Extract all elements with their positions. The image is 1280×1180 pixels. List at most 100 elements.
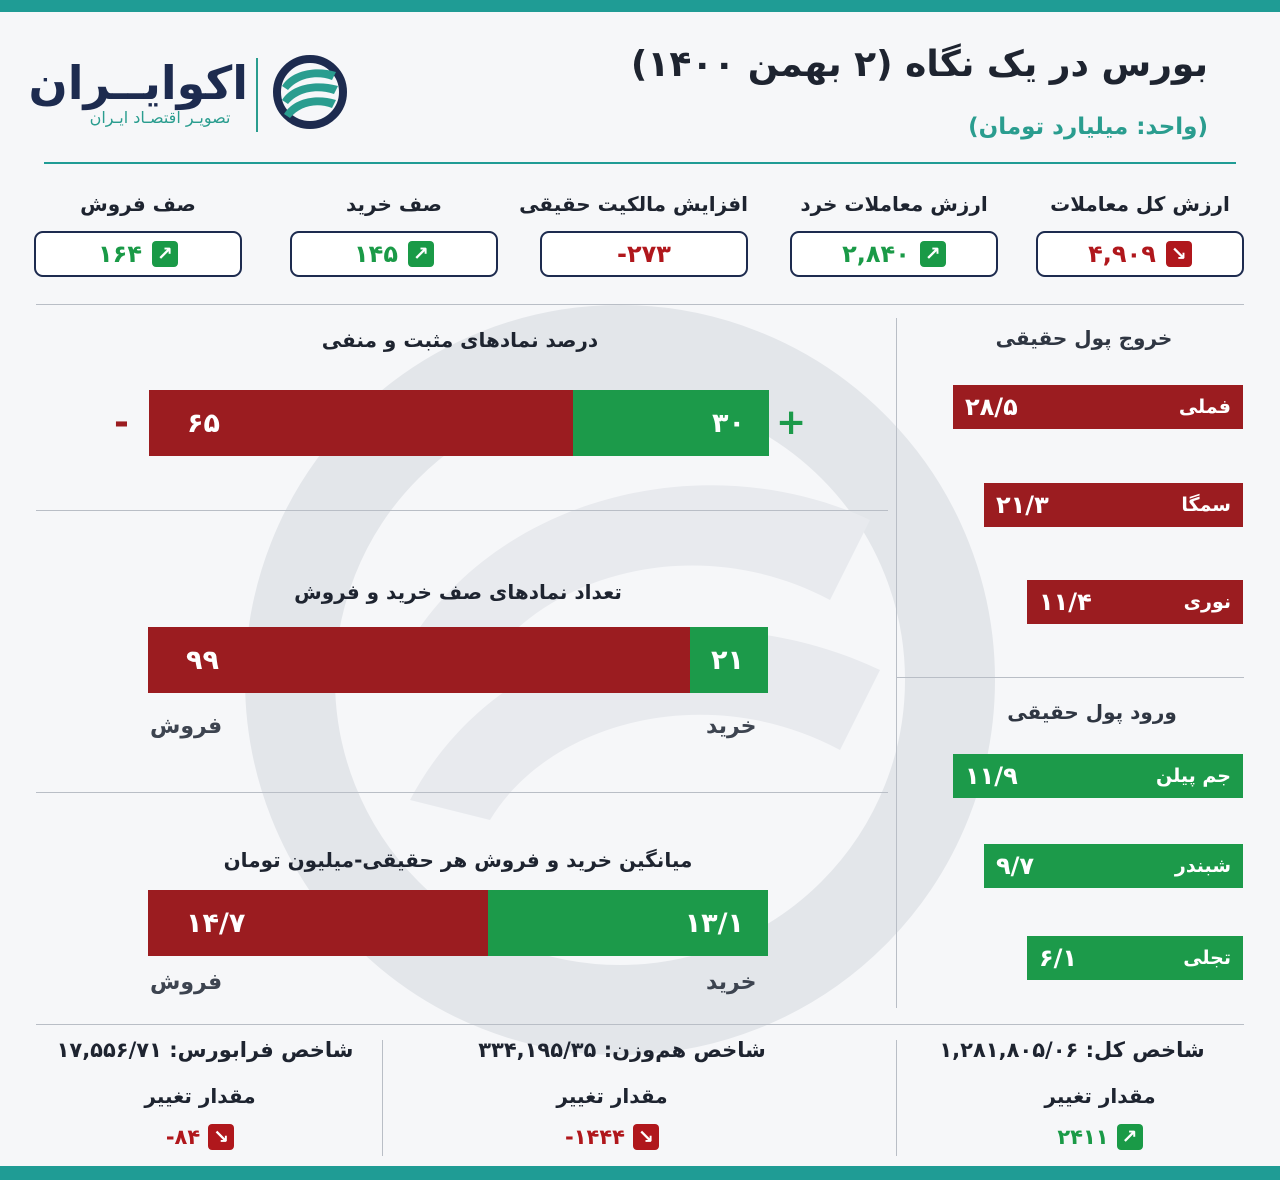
arrow-up-right-icon: ↗ <box>919 241 946 267</box>
kpi-box-retail-value: ۲,۸۴۰ ↗ <box>790 231 998 277</box>
outflow-symbol: نوری <box>1183 591 1231 613</box>
arrow-down-right-icon: ↘ <box>633 1124 659 1150</box>
brand-tagline: تصویـر اقتصـاد ایـران <box>89 108 231 127</box>
sell-value: ۹۹ <box>186 644 219 676</box>
index-change-label: مقدار تغییر <box>1044 1084 1156 1108</box>
index-label: شاخص کل: <box>1085 1038 1205 1062</box>
index-change-value: -۱۴۴۴ <box>565 1125 625 1149</box>
plus-sign: + <box>776 402 807 443</box>
index-value: ۳۳۴,۱۹۵/۳۵ <box>478 1038 597 1062</box>
index-label: شاخص فرابورس: <box>169 1038 354 1062</box>
outflow-value: ۲۱/۳ <box>996 491 1049 519</box>
kpi-label-retail-value: ارزش معاملات خرد <box>800 192 988 216</box>
inflow-item: ۶/۱ تجلی <box>1027 936 1243 980</box>
avg-trade-title: میانگین خرید و فروش هر حقیقی-میلیون توما… <box>223 848 693 872</box>
unit-note: (واحد: میلیارد تومان) <box>968 114 1208 140</box>
outflow-item: ۲۸/۵ فملی <box>953 385 1243 429</box>
section-divider <box>36 792 888 793</box>
sell-label: فروش <box>150 714 223 739</box>
logo-divider <box>256 58 258 132</box>
buy-label: خرید <box>706 714 757 739</box>
queue-count-bar: ۹۹ ۲۱ <box>148 627 768 693</box>
inflow-symbol: شبندر <box>1174 855 1231 877</box>
sell-segment: ۹۹ <box>148 627 690 693</box>
avg-trade-bar: ۱۴/۷ ۱۳/۱ <box>148 890 768 956</box>
buy-segment: ۱۳/۱ <box>488 890 768 956</box>
section-divider <box>36 510 888 511</box>
kpi-value: -۲۷۳ <box>617 240 671 268</box>
inflow-value: ۶/۱ <box>1039 944 1078 972</box>
index-change: -۸۴ ↘ <box>40 1124 360 1150</box>
column-divider <box>896 318 897 1008</box>
index-change: ۲۴۱۱ ↗ <box>904 1124 1280 1150</box>
inflow-symbol: جم پیلن <box>1156 765 1231 787</box>
column-divider <box>896 1040 897 1156</box>
kpi-value: ۴,۹۰۹ <box>1088 240 1156 268</box>
symbols-pct-bar: ۶۵ ۳۰ <box>149 390 769 456</box>
buy-label: خرید <box>706 970 757 995</box>
outflow-title: خروج پول حقیقی <box>995 326 1173 350</box>
inflow-title: ورود پول حقیقی <box>1007 700 1177 724</box>
buy-value: ۲۱ <box>711 644 744 676</box>
ecoiran-logo-icon <box>273 55 347 129</box>
symbols-pct-title: درصد نمادهای مثبت و منفی <box>321 328 599 352</box>
outflow-symbol: سمگا <box>1181 494 1231 516</box>
header-divider <box>44 162 1236 164</box>
buy-value: ۱۳/۱ <box>684 907 744 939</box>
index-otc: شاخص فرابورس: ۱۷,۵۵۶/۷۱ <box>40 1038 370 1062</box>
sell-value: ۱۴/۷ <box>186 907 246 939</box>
bottom-accent-bar <box>0 1166 1280 1180</box>
inflow-symbol: تجلی <box>1183 947 1231 969</box>
index-change-value: -۸۴ <box>165 1125 201 1149</box>
negative-value: ۶۵ <box>187 407 220 439</box>
outflow-value: ۱۱/۴ <box>1039 588 1092 616</box>
negative-segment: ۶۵ <box>149 390 573 456</box>
kpi-box-sell-queue: ۱۶۴ ↗ <box>34 231 242 277</box>
minus-sign: - <box>114 402 129 443</box>
section-divider <box>36 304 1244 305</box>
outflow-value: ۲۸/۵ <box>965 393 1018 421</box>
index-change: -۱۴۴۴ ↘ <box>430 1124 794 1150</box>
kpi-label-buy-queue: صف خرید <box>345 192 443 216</box>
inflow-item: ۱۱/۹ جم پیلن <box>953 754 1243 798</box>
kpi-value: ۱۴۵ <box>354 240 398 268</box>
index-change-label: مقدار تغییر <box>144 1084 256 1108</box>
index-value: ۱,۲۸۱,۸۰۵/۰۶ <box>939 1038 1079 1062</box>
inflow-value: ۹/۷ <box>996 852 1035 880</box>
queue-count-title: تعداد نمادهای صف خرید و فروش <box>294 580 622 604</box>
section-divider <box>896 677 1244 678</box>
outflow-item: ۲۱/۳ سمگا <box>984 483 1243 527</box>
page-title: بورس در یک نگاه (۲ بهمن ۱۴۰۰) <box>630 44 1208 85</box>
inflow-value: ۱۱/۹ <box>965 762 1018 790</box>
section-divider <box>36 1024 1244 1025</box>
outflow-symbol: فملی <box>1178 396 1231 418</box>
arrow-down-right-icon: ↘ <box>208 1124 235 1150</box>
arrow-up-right-icon: ↗ <box>151 241 178 267</box>
sell-segment: ۱۴/۷ <box>148 890 488 956</box>
index-value: ۱۷,۵۵۶/۷۱ <box>56 1038 162 1062</box>
top-accent-bar <box>0 0 1280 12</box>
positive-value: ۳۰ <box>712 407 745 439</box>
inflow-item: ۹/۷ شبندر <box>984 844 1243 888</box>
index-equal-weight: شاخص هم‌وزن: ۳۳۴,۱۹۵/۳۵ <box>430 1038 814 1062</box>
column-divider <box>382 1040 383 1156</box>
positive-segment: ۳۰ <box>573 390 769 456</box>
kpi-box-individual-ownership: -۲۷۳ <box>540 231 748 277</box>
kpi-value: ۲,۸۴۰ <box>842 240 910 268</box>
outflow-item: ۱۱/۴ نوری <box>1027 580 1243 624</box>
buy-segment: ۲۱ <box>690 627 768 693</box>
arrow-up-right-icon: ↗ <box>1116 1124 1143 1150</box>
sell-label: فروش <box>150 970 223 995</box>
kpi-label-sell-queue: صف فروش <box>80 192 196 216</box>
index-label: شاخص هم‌وزن: <box>603 1038 766 1062</box>
brand-name: اکوایــران <box>28 56 249 110</box>
kpi-label-total-value: ارزش کل معاملات <box>1050 192 1230 216</box>
kpi-box-buy-queue: ۱۴۵ ↗ <box>290 231 498 277</box>
arrow-down-right-icon: ↘ <box>1165 241 1192 267</box>
index-total: شاخص کل: ۱,۲۸۱,۸۰۵/۰۶ <box>904 1038 1240 1062</box>
kpi-label-individual-ownership: افزایش مالکیت حقیقی <box>519 192 748 216</box>
kpi-value: ۱۶۴ <box>98 240 142 268</box>
kpi-box-total-value: ۴,۹۰۹ ↘ <box>1036 231 1244 277</box>
index-change-label: مقدار تغییر <box>556 1084 668 1108</box>
index-change-value: ۲۴۱۱ <box>1057 1125 1109 1149</box>
